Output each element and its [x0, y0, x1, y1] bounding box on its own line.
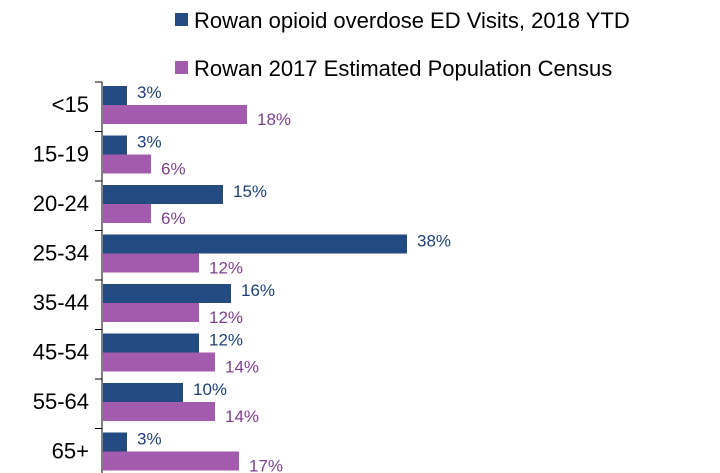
- category-label: 65+: [52, 439, 89, 464]
- bar-series-1: [103, 135, 127, 155]
- category-label: 45-54: [33, 340, 89, 365]
- data-label-series-2: 6%: [161, 160, 186, 179]
- category-label: 35-44: [33, 290, 89, 315]
- bar-series-2: [103, 105, 247, 124]
- data-label-series-1: 38%: [417, 232, 451, 251]
- data-label-series-2: 14%: [225, 407, 259, 426]
- bar-series-1: [103, 333, 199, 353]
- bar-series-1: [103, 86, 127, 105]
- data-label-series-1: 3%: [137, 83, 162, 102]
- legend-item-2: Rowan 2017 Estimated Population Census: [175, 56, 612, 81]
- data-label-series-2: 12%: [209, 308, 243, 327]
- data-label-series-1: 3%: [137, 430, 162, 449]
- data-label-series-1: 10%: [193, 380, 227, 399]
- bar-series-2: [103, 204, 151, 223]
- category-label: 25-34: [33, 241, 89, 266]
- legend-label-1: Rowan opioid overdose ED Visits, 2018 YT…: [194, 8, 630, 33]
- bar-series-2: [103, 253, 199, 273]
- category-label: 15-19: [33, 142, 89, 167]
- bar-series-2: [103, 402, 215, 421]
- data-label-series-2: 17%: [249, 457, 283, 473]
- bar-series-1: [103, 234, 407, 254]
- data-label-series-2: 18%: [257, 110, 291, 129]
- bar-series-1: [103, 383, 183, 402]
- category-label: 55-64: [33, 389, 89, 414]
- plot-area: <15 3% 18% 15-19 3% 6% 20-24 15% 6% 25-34 38% 12% 35…: [33, 81, 451, 473]
- data-label-series-2: 14%: [225, 358, 259, 377]
- data-label-series-1: 16%: [241, 281, 275, 300]
- legend: Rowan opioid overdose ED Visits, 2018 YT…: [175, 8, 630, 81]
- category-label: <15: [52, 92, 89, 117]
- category-label: 20-24: [33, 191, 89, 216]
- bar-series-2: [103, 352, 215, 372]
- data-label-series-1: 12%: [209, 331, 243, 350]
- bar-series-2: [103, 451, 239, 471]
- data-label-series-2: 6%: [161, 209, 186, 228]
- bar-series-2: [103, 303, 199, 322]
- data-label-series-1: 3%: [137, 133, 162, 152]
- legend-swatch-1: [175, 13, 188, 26]
- legend-swatch-2: [175, 61, 188, 74]
- bar-series-2: [103, 154, 151, 174]
- legend-item-1: Rowan opioid overdose ED Visits, 2018 YT…: [175, 8, 630, 33]
- data-label-series-2: 12%: [209, 259, 243, 278]
- bar-series-1: [103, 284, 231, 303]
- legend-label-2: Rowan 2017 Estimated Population Census: [194, 56, 612, 81]
- bar-series-1: [103, 185, 223, 204]
- data-label-series-1: 15%: [233, 182, 267, 201]
- bar-series-1: [103, 432, 127, 452]
